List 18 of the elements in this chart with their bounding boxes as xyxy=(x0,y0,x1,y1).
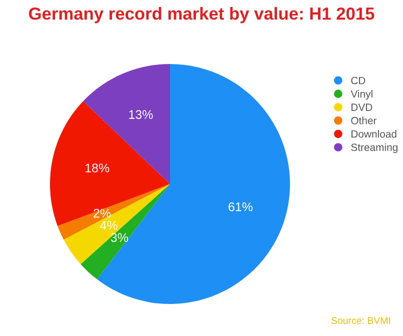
data-label: 4% xyxy=(100,220,118,230)
pie-slice xyxy=(58,184,170,240)
legend-label: Streaming xyxy=(351,143,398,154)
data-label: 18% xyxy=(86,164,110,172)
source-note: Source: BVMI xyxy=(331,317,390,324)
legend-label: Vinyl xyxy=(350,90,372,100)
legend-label: Other xyxy=(351,116,377,124)
legend-label: DVD xyxy=(352,104,372,111)
pie-slice xyxy=(83,64,170,184)
data-label: 3% xyxy=(110,233,128,242)
pie-slice xyxy=(64,184,170,264)
data-label: 61% xyxy=(228,202,253,212)
legend-label: Download xyxy=(352,130,396,138)
pie-slice xyxy=(80,184,170,280)
data-label: 13% xyxy=(129,110,153,119)
legend-label: CD xyxy=(351,76,366,84)
chart-title: Germany record market by value: H1 2015 xyxy=(29,7,374,24)
data-label: 2% xyxy=(94,208,111,218)
